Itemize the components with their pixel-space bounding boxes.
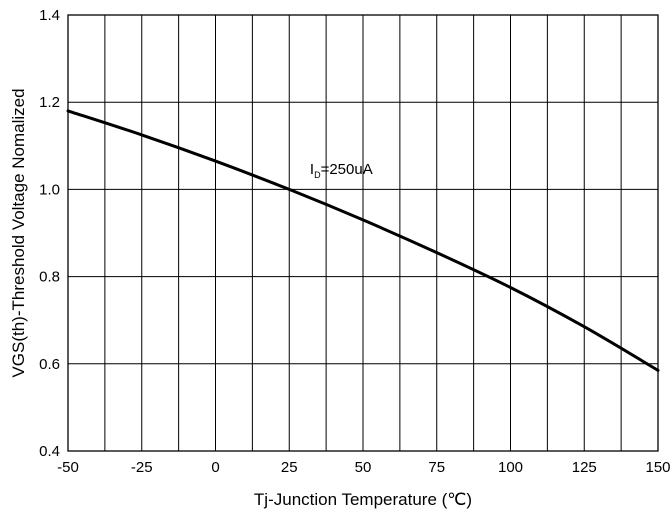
x-tick-label: 150 [645,459,670,476]
annotation-rest: =250uA [321,161,373,178]
x-tick-label: 100 [498,459,523,476]
y-tick-label: 0.4 [39,443,60,460]
x-tick-label: 75 [428,459,445,476]
y-tick-label: 1.0 [39,181,60,198]
grid [68,15,658,451]
annotation-main: I [310,161,314,178]
x-tick-label: 25 [281,459,298,476]
x-axis-label: Tj-Junction Temperature (℃) [254,490,472,509]
y-tick-label: 1.2 [39,94,60,111]
x-tick-label: -50 [57,459,79,476]
y-tick-label: 0.8 [39,269,60,286]
y-tick-labels: 0.4 0.6 0.8 1.0 1.2 1.4 [39,7,60,460]
annotation-subscript: D [314,170,321,180]
plot-frame [67,14,659,452]
y-axis-label: VGS(th)-Threshold Voltage Nomalized [9,88,28,377]
annotation-id-current: ID=250uA [310,161,373,180]
x-tick-label: 50 [355,459,372,476]
x-tick-label: 0 [211,459,219,476]
x-tick-label: 125 [572,459,597,476]
x-tick-label: -25 [131,459,153,476]
y-tick-label: 0.6 [39,356,60,373]
series-line-vgs-th [66,109,660,372]
y-tick-label: 1.4 [39,7,60,24]
x-tick-labels: -50 -25 0 25 50 75 100 125 150 [57,459,670,476]
